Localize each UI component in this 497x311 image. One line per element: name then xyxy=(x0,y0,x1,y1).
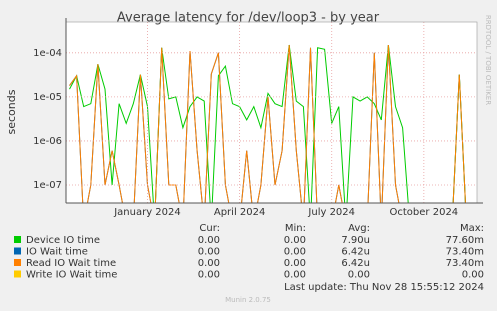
x-tick-label: October 2024 xyxy=(390,207,459,218)
legend-label: Device IO time xyxy=(26,235,100,246)
legend-header: Cur: xyxy=(199,223,220,234)
x-tick-label: April 2024 xyxy=(214,207,265,218)
footer: Munin 2.0.75 xyxy=(225,296,271,304)
legend-cur: 0.00 xyxy=(198,235,220,246)
y-tick-label: 1e-04 xyxy=(33,48,62,59)
legend-max: 77.60m xyxy=(446,235,484,246)
y-tick-label: 1e-05 xyxy=(33,92,62,103)
chart-title: Average latency for /dev/loop3 - by year xyxy=(117,11,380,26)
legend-avg: 6.42u xyxy=(341,258,370,269)
y-tick-label: 1e-06 xyxy=(33,136,62,147)
legend-header: Min: xyxy=(285,223,306,234)
plot-group xyxy=(69,44,466,203)
legend-avg: 6.42u xyxy=(341,247,370,258)
legend-header: Max: xyxy=(460,223,484,234)
legend-label: Read IO Wait time xyxy=(26,258,116,269)
legend-min: 0.00 xyxy=(284,247,306,258)
legend-min: 0.00 xyxy=(284,258,306,269)
legend-max: 0.00 xyxy=(462,270,484,281)
legend-avg: 0.00 xyxy=(348,270,370,281)
last-update: Last update: Thu Nov 28 15:55:12 2024 xyxy=(284,282,484,293)
legend-cur: 0.00 xyxy=(198,247,220,258)
plot-area xyxy=(66,22,477,203)
y-axis-label: seconds xyxy=(5,89,18,134)
legend-cur: 0.00 xyxy=(198,270,220,281)
y-tick-label: 1e-07 xyxy=(33,180,62,191)
legend-swatch xyxy=(14,270,21,278)
legend-max: 73.40m xyxy=(446,247,484,258)
series-line xyxy=(69,44,466,203)
x-tick-label: January 2024 xyxy=(113,207,181,218)
legend-label: Write IO Wait time xyxy=(26,270,117,281)
side-text: RRDTOOL / TOBI OETIKER xyxy=(484,15,492,105)
legend-min: 0.00 xyxy=(284,235,306,246)
legend-header: Avg: xyxy=(348,223,370,234)
legend-swatch xyxy=(14,236,21,243)
legend-min: 0.00 xyxy=(284,270,306,281)
legend-avg: 7.90u xyxy=(341,235,370,246)
legend-cur: 0.00 xyxy=(198,258,220,269)
x-tick-label: July 2024 xyxy=(307,207,355,218)
legend-label: IO Wait time xyxy=(26,247,88,258)
legend-swatch xyxy=(14,259,21,266)
legend-max: 73.40m xyxy=(446,258,484,269)
legend-swatch xyxy=(14,247,21,255)
series-line xyxy=(69,44,466,203)
